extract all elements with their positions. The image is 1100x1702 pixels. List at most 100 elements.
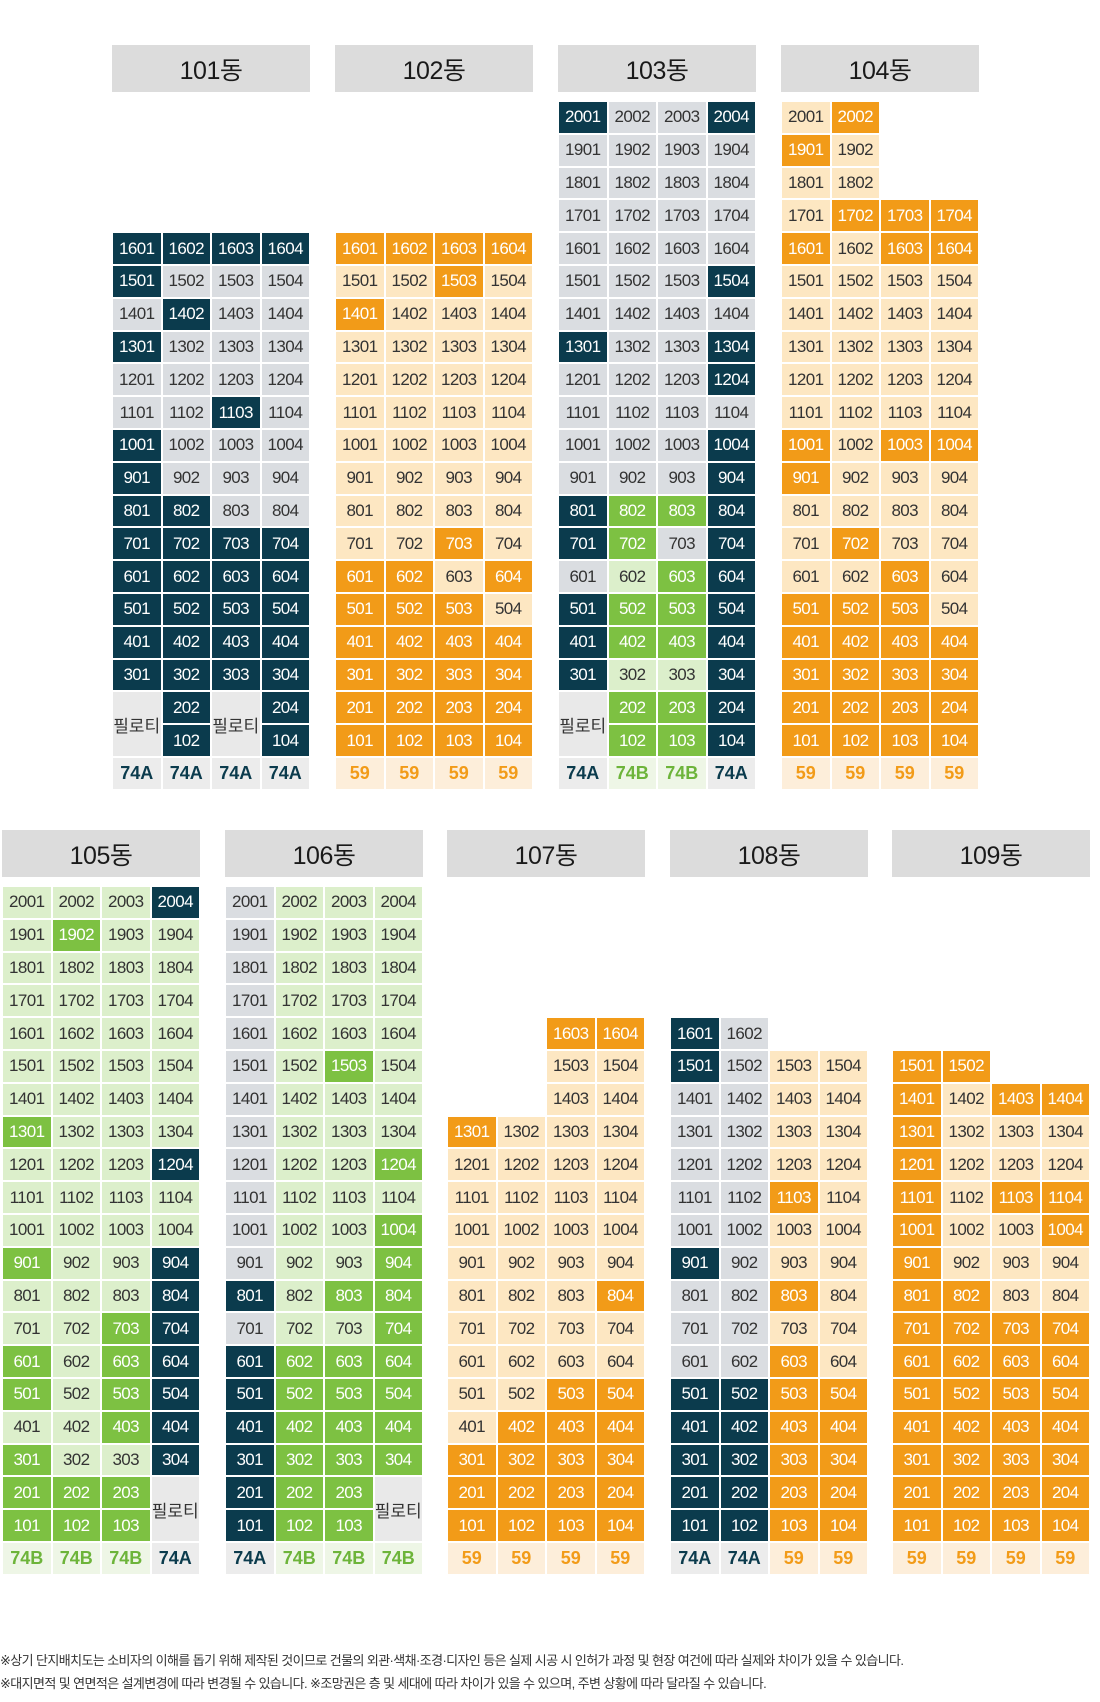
unit-cell: 1504 [706,265,756,298]
unit-cell: 1304 [929,330,979,364]
building-title: 107동 [447,830,645,877]
unit-cell: 801 [558,494,608,528]
unit-cell: 401 [670,1410,720,1444]
unit-cell: 503 [546,1378,596,1411]
unit-cell: 1302 [274,1115,324,1149]
unit-type-label: 59 [991,1542,1041,1575]
unit-cell: 602 [941,1345,991,1378]
unit-cell: 503 [434,593,484,626]
unit-cell: 1204 [929,363,979,397]
unit-cell: 404 [706,625,756,659]
unit-cell: 1003 [546,1214,596,1247]
unit-cell: 1901 [558,133,608,167]
unit-cell: 1301 [225,1115,275,1149]
unit-cell: 1302 [496,1115,546,1149]
unit-cell: 602 [161,560,211,593]
unit-cell: 102 [496,1509,546,1542]
unit-cell: 1501 [892,1050,942,1083]
unit-type-label: 59 [483,757,533,790]
building-title: 103동 [558,45,756,92]
unit-type-label: 74B [607,757,657,790]
unit-cell: 601 [112,560,162,593]
unit-cell: 1102 [607,396,657,429]
unit-cell: 504 [929,593,979,626]
unit-cell: 1203 [101,1148,151,1182]
unit-cell: 1502 [51,1050,101,1083]
unit-cell: 1004 [818,1214,868,1247]
unit-cell: 1404 [1040,1082,1090,1116]
unit-cell: 1402 [274,1082,324,1116]
unit-cell: 1303 [991,1115,1041,1149]
building-title: 104동 [781,45,979,92]
unit-cell: 1502 [384,265,434,298]
unit-cell: 1504 [260,265,310,298]
unit-cell: 102 [941,1509,991,1542]
unit-cell: 203 [101,1476,151,1510]
unit-cell: 801 [892,1279,942,1313]
unit-cell: 2001 [558,101,608,134]
unit-cell: 1101 [558,396,608,429]
unit-cell: 1202 [607,363,657,397]
unit-cell: 102 [161,724,211,757]
unit-cell: 1102 [830,396,880,429]
unit-cell: 201 [447,1476,497,1510]
unit-cell: 701 [335,527,385,561]
unit-cell: 304 [150,1443,200,1477]
unit-cell: 1204 [818,1148,868,1182]
unit-cell: 1901 [781,133,831,167]
unit-cell: 303 [657,658,707,692]
unit-cell: 203 [324,1476,374,1510]
unit-cell: 1303 [546,1115,596,1149]
unit-cell: 403 [769,1410,819,1444]
unit-cell: 1603 [324,1017,374,1050]
unit-cell: 403 [211,625,261,659]
unit-cell: 1101 [335,396,385,429]
unit-cell: 1404 [150,1082,200,1116]
unit-cell: 104 [1040,1509,1090,1542]
unit-cell: 703 [434,527,484,561]
unit-cell: 801 [447,1279,497,1313]
unit-type-label: 59 [892,1542,942,1575]
unit-cell: 1101 [670,1181,720,1214]
unit-cell: 103 [657,724,707,757]
unit-cell: 201 [225,1476,275,1510]
unit-cell: 102 [384,724,434,757]
pilotis-cell: 필로티 [211,691,261,757]
unit-cell: 802 [496,1279,546,1313]
unit-cell: 504 [373,1378,423,1411]
unit-cell: 1804 [706,166,756,200]
unit-type-label: 59 [830,757,880,790]
unit-cell: 2002 [274,886,324,919]
unit-cell: 1902 [607,133,657,167]
unit-cell: 2003 [101,886,151,919]
unit-cell: 503 [211,593,261,626]
unit-cell: 702 [51,1312,101,1346]
unit-cell: 103 [101,1509,151,1542]
unit-cell: 204 [818,1476,868,1510]
unit-cell: 1104 [706,396,756,429]
unit-cell: 301 [335,658,385,692]
unit-cell: 1304 [150,1115,200,1149]
unit-cell: 1103 [101,1181,151,1214]
unit-cell: 1203 [211,363,261,397]
unit-cell: 304 [929,658,979,692]
unit-cell: 701 [558,527,608,561]
unit-cell: 1002 [607,429,657,462]
unit-cell: 803 [880,494,930,528]
unit-cell: 1102 [719,1181,769,1214]
pilotis-cell: 필로티 [112,691,162,757]
pilotis-cell: 필로티 [373,1476,423,1542]
unit-cell: 104 [818,1509,868,1542]
unit-cell: 1404 [260,297,310,331]
unit-cell: 301 [447,1443,497,1477]
unit-cell: 1804 [150,951,200,985]
unit-cell: 604 [706,560,756,593]
unit-cell: 502 [830,593,880,626]
unit-cell: 902 [719,1246,769,1280]
unit-cell: 1003 [434,429,484,462]
unit-cell: 1904 [706,133,756,167]
unit-cell: 202 [719,1476,769,1510]
unit-cell: 2002 [607,101,657,134]
unit-cell: 104 [595,1509,645,1542]
unit-cell: 101 [892,1509,942,1542]
